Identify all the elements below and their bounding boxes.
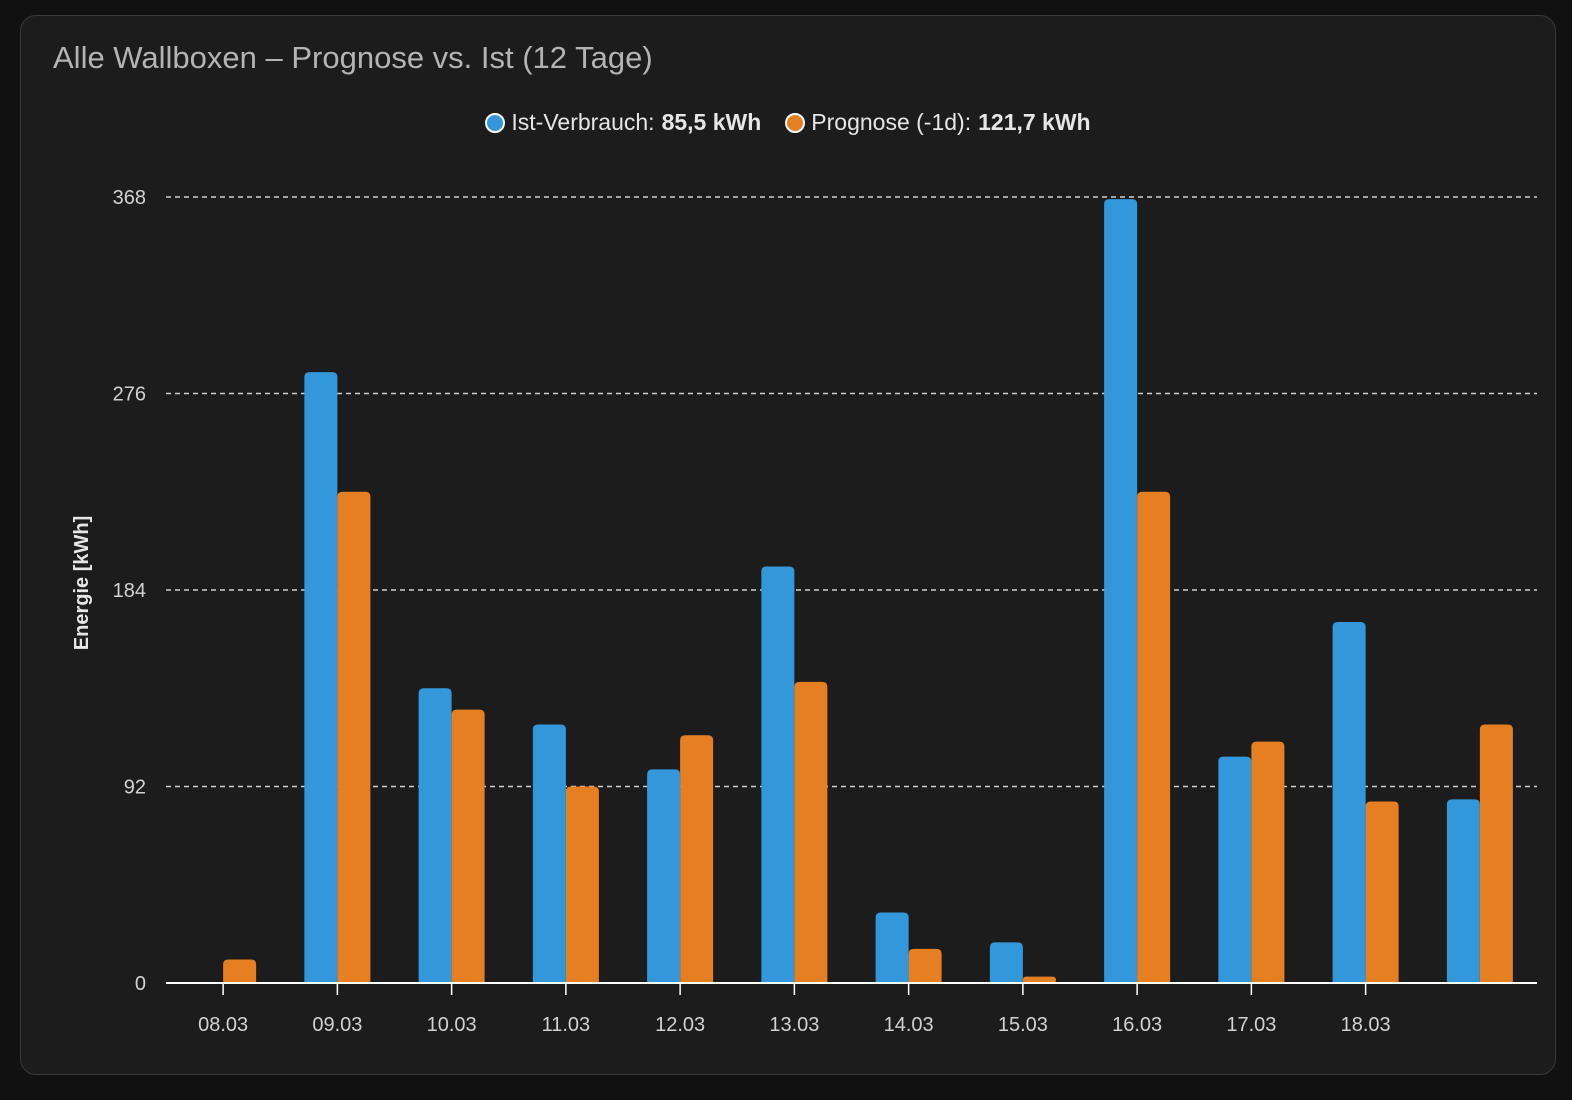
bar-ist[interactable] [1332,622,1366,983]
y-tick-label: 92 [124,777,146,799]
bars [223,199,1513,983]
x-tick-label: 11.03 [542,1014,591,1036]
x-tick-label: 15.03 [998,1014,1048,1036]
x-tick-label: 13.03 [769,1014,819,1036]
x-tick-label: 18.03 [1341,1014,1391,1036]
legend-item-prognose[interactable]: Prognose (-1d): 121,7 kWh [785,109,1091,136]
y-tick-label: 368 [113,187,146,209]
bar-ist[interactable] [989,942,1023,983]
x-tick-label: 10.03 [427,1014,477,1036]
y-axis-ticks: 0 92 184 276 368 [113,187,146,995]
bar-prognose[interactable] [451,709,485,983]
x-tick-label: 12.03 [655,1014,705,1036]
bar-prognose[interactable] [908,948,942,983]
legend-dot-icon [785,112,806,133]
bar-ist[interactable] [875,912,909,983]
legend-value: 121,7 kWh [978,109,1091,135]
bar-prognose[interactable] [1137,491,1171,983]
bar-prognose[interactable] [680,735,714,983]
bar-prognose[interactable] [794,681,828,983]
bar-ist[interactable] [1104,199,1138,983]
x-tick-label: 08.03 [198,1014,248,1036]
legend-value: 85,5 kWh [661,109,762,135]
bar-ist[interactable] [304,372,338,983]
bar-prognose[interactable] [565,786,599,984]
card-title: Alle Wallboxen – Prognose vs. Ist (12 Ta… [53,40,653,75]
chart-legend: Ist-Verbrauch: 85,5 kWh Prognose (-1d): … [21,109,1555,136]
x-axis: 08.03 09.03 10.03 11.03 12.03 13.03 14.03 15.03… [166,982,1537,1036]
bar-prognose[interactable] [223,959,257,983]
bar-ist[interactable] [418,688,452,983]
x-tick-label: 09.03 [312,1014,362,1036]
bar-ist[interactable] [647,769,681,983]
y-tick-label: 276 [113,384,146,406]
y-axis-label: Energie [kWh] [71,516,93,650]
bar-ist[interactable] [532,724,566,983]
legend-label: Ist-Verbrauch: [511,109,655,135]
bar-ist[interactable] [1218,756,1252,983]
bar-prognose[interactable] [1479,724,1513,983]
bar-ist[interactable] [761,566,795,983]
legend-dot-icon [485,112,506,133]
bar-chart: 0 92 184 276 368 08.03 09.03 10.03 11.03 12.03 13… [71,187,1537,1036]
grid-lines [166,196,1537,788]
x-tick-label: 14.03 [884,1014,934,1036]
bar-prognose[interactable] [1251,741,1285,983]
bar-ist[interactable] [1446,799,1480,983]
legend-label: Prognose (-1d): [811,109,972,135]
y-tick-label: 184 [113,580,146,602]
bar-prognose[interactable] [1022,976,1056,983]
legend-item-ist-verbrauch[interactable]: Ist-Verbrauch: 85,5 kWh [485,109,761,136]
x-tick-label: 17.03 [1226,1014,1276,1036]
chart-card: Alle Wallboxen – Prognose vs. Ist (12 Ta… [20,15,1556,1075]
x-tick-label: 16.03 [1112,1014,1162,1036]
bar-prognose[interactable] [1365,801,1399,983]
y-tick-label: 0 [135,973,146,995]
bar-prognose[interactable] [337,491,371,983]
